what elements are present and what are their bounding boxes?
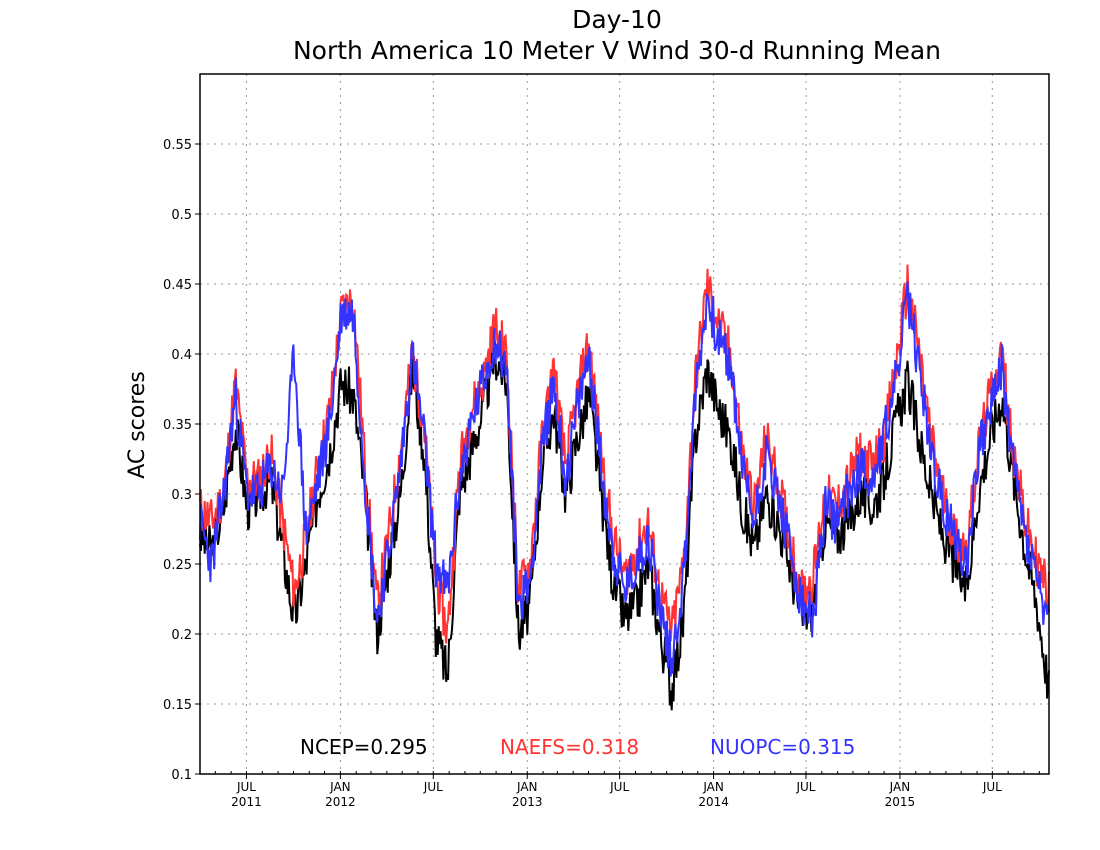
x-tick-label: JAN (889, 780, 911, 794)
series-line-ncep (199, 337, 1050, 711)
x-tick-label: JUL (609, 780, 629, 794)
x-tick-year-label: 2013 (512, 795, 543, 809)
x-tick-year-label: 2015 (885, 795, 916, 809)
legend: NCEP=0.295 NAEFS=0.318 NUOPC=0.315 (300, 735, 855, 759)
legend-entry: NAEFS=0.318 (500, 735, 639, 759)
y-tick-label: 0.4 (171, 348, 192, 363)
x-tick-year-label: 2014 (698, 795, 729, 809)
series-group (199, 264, 1050, 711)
legend-entry: NUOPC=0.315 (710, 735, 855, 759)
y-tick-label: 0.3 (171, 488, 192, 503)
y-tick-label: 0.45 (163, 278, 192, 293)
x-tick-label: JAN (702, 780, 724, 794)
x-tick-label: JUL (423, 780, 443, 794)
chart-title: Day-10 (572, 5, 662, 34)
series-line-nuopc (199, 281, 1050, 677)
chart-subtitle: North America 10 Meter V Wind 30-d Runni… (293, 36, 941, 65)
series-line-naefs (199, 264, 1050, 644)
x-tick-label: JUL (795, 780, 815, 794)
x-tick-label: JAN (329, 780, 351, 794)
x-tick-label: JUL (982, 780, 1002, 794)
y-tick-label: 0.1 (171, 768, 192, 783)
y-tick-label: 0.5 (171, 208, 192, 223)
x-tick-label: JAN (516, 780, 538, 794)
y-tick-label: 0.25 (163, 558, 192, 573)
y-tick-label: 0.55 (163, 138, 192, 153)
y-tick-label: 0.35 (163, 418, 192, 433)
x-tick-label: JUL (236, 780, 256, 794)
legend-entry: NCEP=0.295 (300, 735, 428, 759)
x-tick-year-label: 2012 (325, 795, 356, 809)
x-tick-year-label: 2011 (231, 795, 262, 809)
y-tick-label: 0.2 (171, 628, 192, 643)
y-tick-label: 0.15 (163, 698, 192, 713)
y-axis-label: AC scores (125, 371, 150, 479)
y-axis: 0.1 0.15 0.2 0.25 0.3 0.35 0.4 0.45 0.5 0.55 (163, 138, 200, 783)
